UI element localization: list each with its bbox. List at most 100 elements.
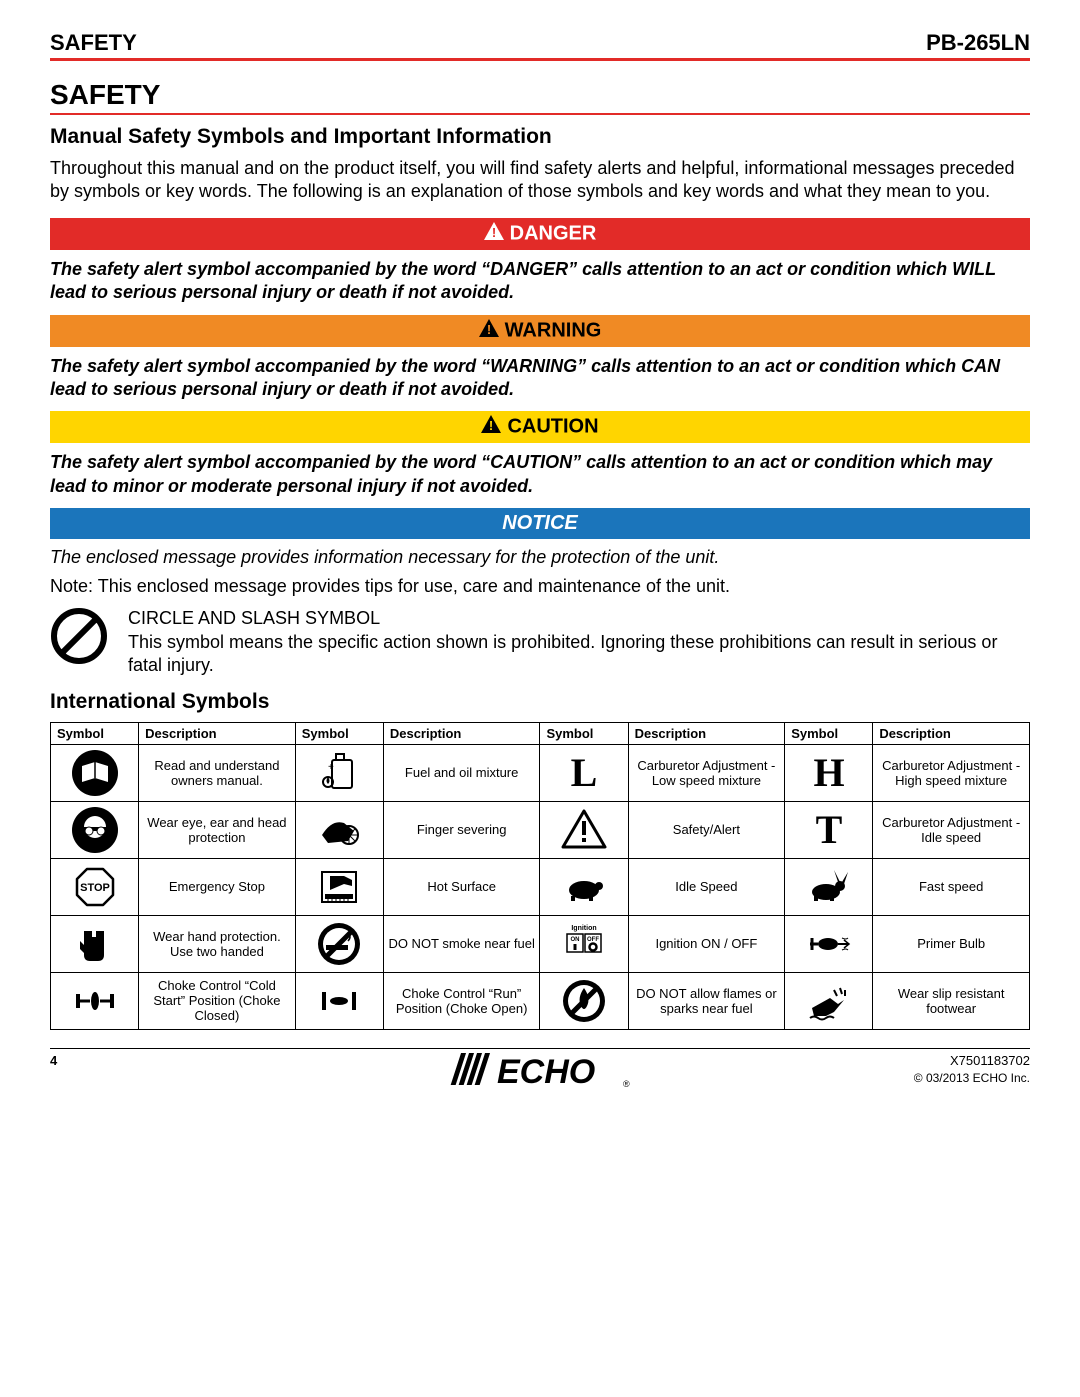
alert-icon: ! [484, 222, 504, 246]
symbol-cell [51, 744, 139, 801]
subsection-symbols: Manual Safety Symbols and Important Info… [50, 125, 1030, 149]
section-title: SAFETY [50, 79, 1030, 115]
desc-cell: Finger severing [383, 801, 540, 858]
table-row: Wear eye, ear and head protection Finger … [51, 801, 1030, 858]
letter-H-icon [789, 748, 868, 798]
desc-cell: Hot Surface [383, 858, 540, 915]
svg-text:!: ! [491, 225, 495, 240]
page-header: SAFETY PB-265LN [50, 30, 1030, 61]
circle-slash-block: CIRCLE AND SLASH SYMBOL This symbol mean… [50, 607, 1030, 677]
circle-slash-body: This symbol means the specific action sh… [128, 632, 997, 675]
desc-cell: Primer Bulb [873, 915, 1030, 972]
subsection-intl-symbols: International Symbols [50, 690, 1030, 714]
note-line: Note: This enclosed message provides tip… [50, 576, 1030, 597]
stop-icon [55, 862, 134, 912]
th: Symbol [785, 722, 873, 744]
alert-label: NOTICE [502, 512, 578, 534]
alert-bar-caution: ! CAUTION [50, 411, 1030, 443]
header-right: PB-265LN [926, 30, 1030, 56]
alert-triangle-icon [544, 805, 623, 855]
alert-desc-danger: The safety alert symbol accompanied by t… [50, 258, 1030, 305]
circle-slash-title: CIRCLE AND SLASH SYMBOL [128, 607, 1030, 630]
desc-cell: Carburetor Adjustment - Idle speed [873, 801, 1030, 858]
svg-text:®: ® [623, 1079, 630, 1089]
desc-cell: Wear eye, ear and head protection [139, 801, 296, 858]
page-footer: 4 ECHO ® X7501183702 © 03/2013 ECHO Inc. [50, 1048, 1030, 1108]
desc-cell: Emergency Stop [139, 858, 296, 915]
symbol-cell [295, 858, 383, 915]
symbol-cell [785, 744, 873, 801]
th: Symbol [51, 722, 139, 744]
svg-text:!: ! [489, 418, 493, 433]
th: Description [873, 722, 1030, 744]
finger-sever-icon [300, 805, 379, 855]
turtle-icon [544, 862, 623, 912]
desc-cell: Ignition ON / OFF [628, 915, 785, 972]
symbol-cell [785, 858, 873, 915]
rabbit-icon [789, 862, 868, 912]
symbol-cell [51, 972, 139, 1029]
symbol-cell [785, 801, 873, 858]
table-row: Read and understand owners manual. Fuel a… [51, 744, 1030, 801]
primer-icon [789, 919, 868, 969]
symbol-cell [785, 972, 873, 1029]
desc-cell: Read and understand owners manual. [139, 744, 296, 801]
slip-boots-icon [789, 976, 868, 1026]
table-row: Wear hand protection. Use two handedDO N… [51, 915, 1030, 972]
gloves-icon [55, 919, 134, 969]
ppe-icon [55, 805, 134, 855]
alert-desc-caution: The safety alert symbol accompanied by t… [50, 451, 1030, 498]
hot-surface-icon [300, 862, 379, 912]
alert-icon: ! [479, 319, 499, 343]
symbol-cell [540, 801, 628, 858]
th: Description [628, 722, 785, 744]
brand-logo-icon: ECHO ® [445, 1047, 635, 1097]
intro-paragraph: Throughout this manual and on the produc… [50, 157, 1030, 204]
svg-text:!: ! [486, 322, 490, 337]
desc-cell: Fast speed [873, 858, 1030, 915]
table-row: Choke Control “Cold Start” Position (Cho… [51, 972, 1030, 1029]
read-manual-icon [55, 748, 134, 798]
ignition-icon [544, 919, 623, 969]
symbol-cell [540, 858, 628, 915]
no-flame-icon [544, 976, 623, 1026]
th: Symbol [540, 722, 628, 744]
symbol-cell [51, 915, 139, 972]
alert-desc-warning: The safety alert symbol accompanied by t… [50, 355, 1030, 402]
symbol-cell [785, 915, 873, 972]
table-row: Emergency Stop Hot Surface Idle Speed Fast … [51, 858, 1030, 915]
fuel-oil-icon [300, 748, 379, 798]
desc-cell: Carburetor Adjustment - Low speed mixtur… [628, 744, 785, 801]
alert-bar-danger: ! DANGER [50, 218, 1030, 250]
symbol-cell [295, 915, 383, 972]
symbol-cell [295, 801, 383, 858]
alert-icon: ! [481, 415, 501, 439]
choke-open-icon [300, 976, 379, 1026]
symbol-cell [51, 858, 139, 915]
desc-cell: Fuel and oil mixture [383, 744, 540, 801]
th: Description [139, 722, 296, 744]
alert-label: CAUTION [507, 416, 598, 438]
symbol-cell [295, 744, 383, 801]
th: Symbol [295, 722, 383, 744]
part-number: X7501183702 [950, 1053, 1030, 1068]
table-header-row: Symbol Description Symbol Description Sy… [51, 722, 1030, 744]
desc-cell: Safety/Alert [628, 801, 785, 858]
alert-desc-notice: The enclosed message provides informatio… [50, 547, 1030, 568]
desc-cell: Wear slip resistant footwear [873, 972, 1030, 1029]
letter-T-icon [789, 805, 868, 855]
letter-L-icon [544, 748, 623, 798]
no-smoke-icon [300, 919, 379, 969]
symbol-cell [51, 801, 139, 858]
symbols-table: Symbol Description Symbol Description Sy… [50, 722, 1030, 1030]
page-number: 4 [50, 1053, 57, 1068]
symbol-cell [540, 744, 628, 801]
copyright: © 03/2013 ECHO Inc. [914, 1071, 1030, 1085]
desc-cell: Idle Speed [628, 858, 785, 915]
desc-cell: Choke Control “Cold Start” Position (Cho… [139, 972, 296, 1029]
desc-cell: Wear hand protection. Use two handed [139, 915, 296, 972]
th: Description [383, 722, 540, 744]
symbol-cell [540, 972, 628, 1029]
desc-cell: Choke Control “Run” Position (Choke Open… [383, 972, 540, 1029]
alert-bar-notice: NOTICE [50, 508, 1030, 539]
